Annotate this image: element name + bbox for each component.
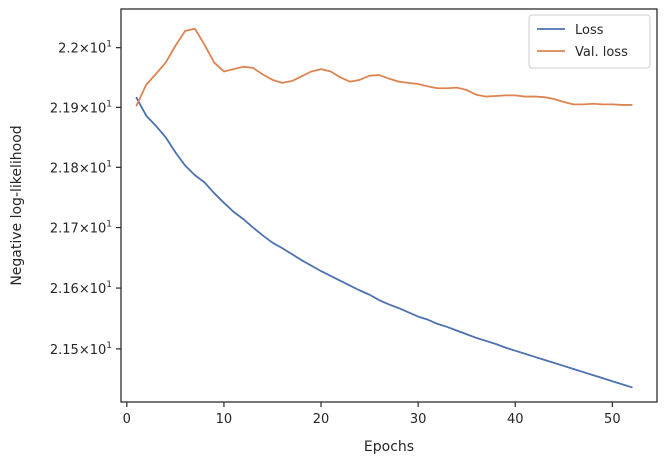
y-tick-exponent: 1 [106,280,112,290]
legend: Loss Val. loss [528,14,651,69]
series-line-val-loss [135,27,633,107]
legend-label: Val. loss [575,45,628,60]
y-tick-mantissa: 2.19×10 [50,101,106,116]
y-tick-exponent: 1 [106,341,112,351]
x-axis-ticks: 0 10 20 30 40 50 [123,402,621,427]
x-tick-label: 10 [216,412,233,427]
y-tick-mantissa: 2.16×10 [50,282,106,297]
y-axis-label: Negative log-likelihood [9,125,25,285]
x-tick-label: 20 [313,412,330,427]
x-tick-label: 50 [604,412,621,427]
y-tick-label: 2.2×101 [58,40,112,57]
y-axis-ticks: 2.15×1012.16×1012.17×1012.18×1012.19×101… [50,40,121,358]
series-line-loss [135,96,633,389]
y-tick-mantissa: 2.17×10 [50,222,106,237]
x-tick-label: 30 [410,412,427,427]
y-tick-label: 2.16×101 [50,280,112,297]
y-tick-mantissa: 2.18×10 [50,161,106,176]
x-axis-label: Epochs [364,439,414,455]
series-layer [135,27,633,389]
y-tick-exponent: 1 [106,159,112,169]
x-tick-label: 40 [507,412,524,427]
y-tick-mantissa: 2.2×10 [58,42,106,57]
y-tick-label: 2.17×101 [50,220,112,237]
x-tick-label: 0 [123,412,131,427]
y-tick-exponent: 1 [106,220,112,230]
plot-frame [120,8,658,403]
y-tick-exponent: 1 [106,40,112,50]
y-tick-label: 2.15×101 [50,341,112,358]
y-tick-label: 2.19×101 [50,99,112,116]
y-tick-mantissa: 2.15×10 [50,343,106,358]
y-tick-exponent: 1 [106,99,112,109]
legend-label: Loss [575,23,604,38]
y-tick-label: 2.18×101 [50,159,112,176]
